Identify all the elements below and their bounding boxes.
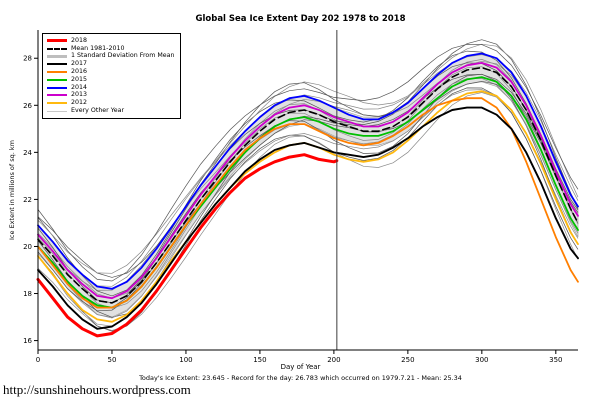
x-tick-label: 0 [36,356,40,364]
x-tick-label: 250 [401,356,414,364]
legend-swatch [47,78,67,81]
legend-entry: 2015 [47,76,175,84]
legend-label: 2018 [71,36,88,44]
series-2013-line [37,62,579,300]
legend-swatch [47,71,67,74]
legend-label: 2017 [71,60,88,68]
series-2014-line [37,52,579,290]
legend-swatch [47,86,67,89]
x-tick-label: 100 [179,356,192,364]
legend-swatch [47,54,67,58]
legend-swatch [47,63,67,66]
legend-entry: Every Other Year [47,107,175,115]
legend-entry: Mean 1981-2010 [47,45,175,53]
chart-title: Global Sea Ice Extent Day 202 1978 to 20… [195,14,406,24]
legend-label: 2012 [71,99,88,107]
chart-caption: Today's Ice Extent: 23.645 - Record for … [139,374,462,382]
legend-label: 2014 [71,83,88,91]
y-tick-label: 26 [23,102,32,110]
series-mean-1981-2010-line [37,66,579,304]
legend-label: 2015 [71,75,88,83]
series-2018-line [36,153,339,338]
legend-entry: 2013 [47,92,175,100]
y-axis-label: Ice Extent in millions of sq. km [8,140,16,240]
legend-swatch [47,110,67,112]
legend-entry: 2017 [47,60,175,68]
other-year-line [37,73,579,308]
y-tick-label: 20 [23,243,32,251]
legend-label: Mean 1981-2010 [71,44,125,52]
legend-entry: 2016 [47,68,175,76]
legend-label: 2013 [71,91,88,99]
x-tick-label: 350 [549,356,562,364]
legend: 2018 Mean 1981-2010 1 Standard Deviation F… [42,33,181,119]
legend-label: 2016 [71,67,88,75]
y-tick-label: 24 [23,149,32,157]
x-tick-label: 150 [253,356,266,364]
other-year-line [37,50,579,297]
legend-entry: 1 Standard Deviation From Mean [47,53,175,61]
legend-swatch [47,39,67,43]
x-tick-label: 50 [108,356,117,364]
legend-swatch [47,102,67,105]
x-tick-label: 300 [475,356,488,364]
x-axis-label: Day of Year [280,363,321,371]
series-2016-line [37,97,579,309]
source-url[interactable]: http://sunshinehours.wordpress.com [3,382,191,397]
y-tick-label: 22 [23,196,32,204]
legend-label: Every Other Year [71,106,125,114]
x-tick-label: 200 [327,356,340,364]
y-tick-label: 18 [23,290,32,298]
other-year-line [37,39,579,278]
y-tick-label: 28 [23,55,32,63]
other-year-line [37,43,579,282]
series-2017-line [37,106,579,330]
legend-entry: 2018 [47,37,175,45]
legend-label: 1 Standard Deviation From Mean [71,52,175,60]
legend-entry: 2014 [47,84,175,92]
legend-swatch [47,47,67,50]
other-year-line [37,43,579,274]
y-tick-label: 16 [23,337,32,345]
legend-entry: 2012 [47,99,175,107]
legend-swatch [47,94,67,97]
